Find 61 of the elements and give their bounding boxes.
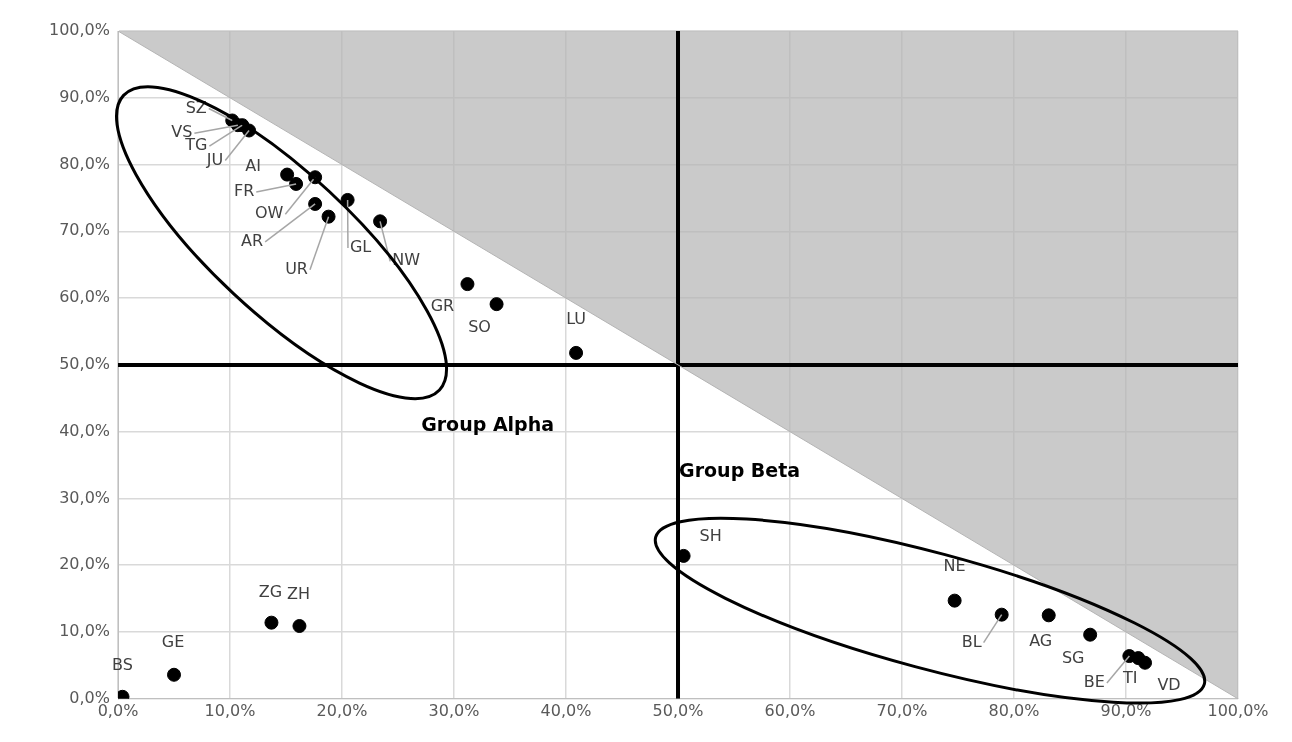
annotation: ZH <box>286 584 310 604</box>
y-tick-label: 50,0% <box>59 354 111 374</box>
annotation: BE <box>1083 672 1105 692</box>
x-tick-label: 50,0% <box>652 700 704 720</box>
point <box>264 615 279 630</box>
x-tick-label: 60,0% <box>764 700 816 720</box>
annotation: SH <box>699 526 722 546</box>
annotation: LU <box>566 309 586 329</box>
annotation: GL <box>349 237 372 257</box>
annotation: JU <box>205 149 224 169</box>
point <box>489 297 504 312</box>
annotation: NW <box>392 250 421 270</box>
point <box>289 176 304 191</box>
y-tick-label: 100,0% <box>48 20 111 40</box>
x-tick-label: 90,0% <box>1100 700 1152 720</box>
annotation: SO <box>468 317 491 337</box>
x-tick-label: 80,0% <box>988 700 1040 720</box>
x-tick-label: 20,0% <box>316 700 368 720</box>
y-tick-label: 80,0% <box>59 153 111 173</box>
annotation: GR <box>430 296 455 316</box>
y-tick-label: 30,0% <box>59 487 111 507</box>
annotation: ZG <box>258 581 283 601</box>
annotation: FR <box>233 181 255 201</box>
annotation: SG <box>1061 647 1085 667</box>
y-tick-label: 90,0% <box>59 86 111 106</box>
annotation: TI <box>1122 668 1138 688</box>
y-tick-label: 60,0% <box>59 287 111 307</box>
x-tick-label: 10,0% <box>204 700 256 720</box>
annotation: UR <box>285 258 308 278</box>
point <box>569 345 584 360</box>
point <box>292 619 307 634</box>
annotation: Group Alpha <box>421 412 555 435</box>
x-tick-label: 70,0% <box>876 700 928 720</box>
point <box>1138 655 1153 670</box>
annotation: Group Beta <box>679 458 801 481</box>
point <box>321 209 336 224</box>
x-tick-label: 100,0% <box>1207 700 1269 720</box>
annotation: AG <box>1029 631 1053 651</box>
annotation: BL <box>961 631 982 651</box>
y-tick-label: 20,0% <box>59 554 111 574</box>
annotation: BS <box>112 654 133 674</box>
y-tick-label: 40,0% <box>59 420 111 440</box>
point <box>373 214 388 229</box>
point <box>280 167 295 182</box>
x-tick-label: 30,0% <box>428 700 480 720</box>
y-tick-label: 70,0% <box>59 220 111 240</box>
point <box>1083 627 1098 642</box>
x-tick-label: 40,0% <box>540 700 592 720</box>
annotation: AI <box>245 155 261 175</box>
annotation: OW <box>254 203 284 223</box>
point <box>947 593 962 608</box>
point <box>167 667 182 682</box>
point <box>308 196 323 211</box>
annotation: AR <box>241 231 264 251</box>
annotation: GE <box>161 631 185 651</box>
point <box>994 607 1009 622</box>
point <box>460 277 475 292</box>
y-tick-label: 10,0% <box>59 621 111 641</box>
point <box>1041 608 1056 623</box>
annotation: VD <box>1157 674 1181 694</box>
annotation: NE <box>943 555 966 575</box>
